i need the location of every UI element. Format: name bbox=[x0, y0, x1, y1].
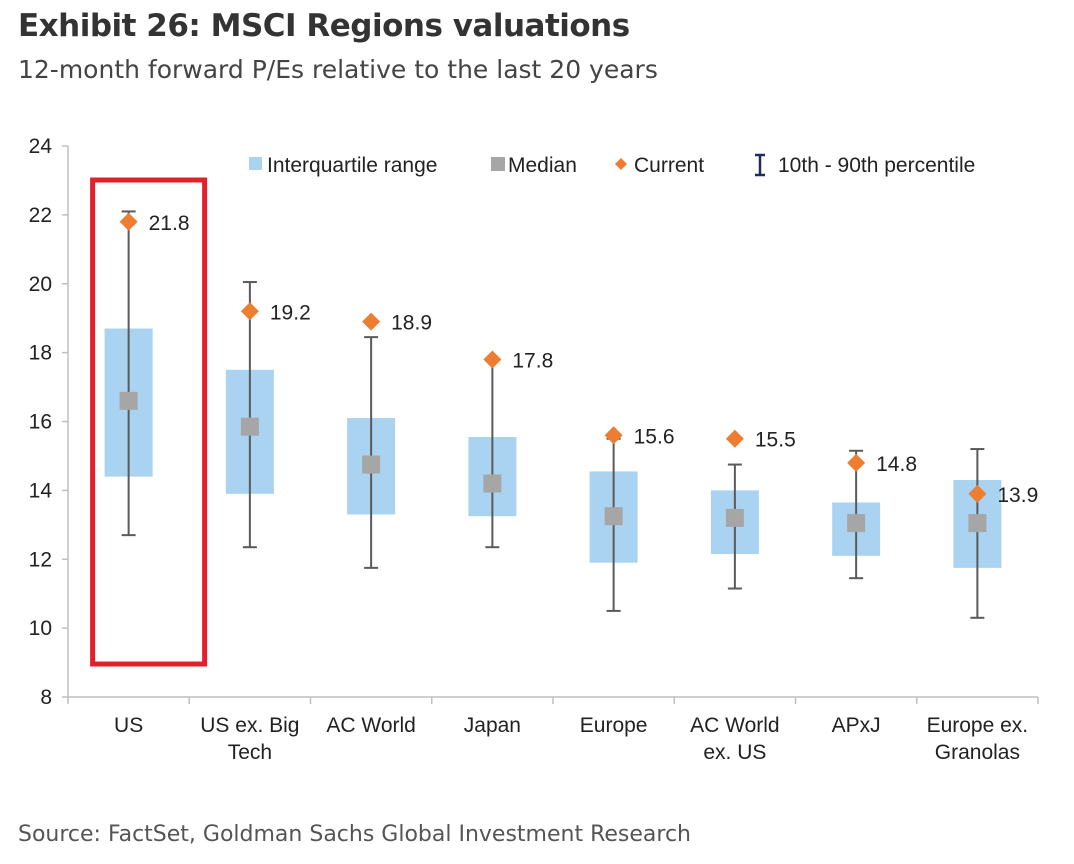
median-marker bbox=[119, 391, 138, 410]
y-tick-label: 24 bbox=[29, 135, 53, 158]
median-marker bbox=[847, 514, 866, 533]
y-tick-label: 20 bbox=[29, 273, 52, 296]
labels-layer: 21.8 US 19.2 US ex. Big Tech 18.9 AC World 17.8… bbox=[114, 212, 1038, 764]
current-value-label: 14.8 bbox=[876, 453, 917, 476]
legend-whisker-label: 10th - 90th percentile bbox=[778, 154, 975, 177]
current-value-label: 15.6 bbox=[634, 425, 675, 448]
highlight-layer bbox=[90, 177, 208, 667]
legend-iqr-label: Interquartile range bbox=[267, 154, 437, 177]
legend: Interquartile range Median Current 10th - 9… bbox=[249, 153, 975, 177]
current-marker bbox=[362, 312, 381, 331]
y-tick-label: 10 bbox=[29, 617, 52, 640]
median-marker bbox=[240, 417, 259, 436]
current-value-label: 21.8 bbox=[149, 212, 190, 235]
current-value-label: 18.9 bbox=[391, 312, 432, 335]
median-marker bbox=[362, 455, 381, 474]
current-marker bbox=[483, 350, 502, 369]
y-tick-label: 18 bbox=[29, 342, 52, 365]
y-tick-label: 8 bbox=[40, 686, 52, 709]
y-tick-label: 22 bbox=[29, 204, 52, 227]
x-category-label: APxJ bbox=[832, 714, 881, 737]
median-marker bbox=[725, 508, 744, 527]
legend-iqr-swatch bbox=[249, 157, 262, 170]
axes-layer: 8 10 12 14 16 18 20 22 24 bbox=[29, 135, 1039, 709]
y-tick-label: 16 bbox=[29, 411, 52, 434]
x-category-label: Japan bbox=[464, 714, 521, 737]
x-category-label: US bbox=[114, 714, 143, 737]
current-value-label: 13.9 bbox=[997, 484, 1038, 507]
x-category-label: US ex. Big bbox=[200, 714, 299, 737]
x-category-label: AC World bbox=[326, 714, 415, 737]
box-plot-chart: 8 10 12 14 16 18 20 22 24 21.8 US 19.2 US ex. Big Te… bbox=[29, 135, 1039, 764]
current-value-label: 15.5 bbox=[755, 429, 796, 452]
x-category-label: ex. US bbox=[703, 741, 766, 764]
x-category-label: Granolas bbox=[935, 741, 1020, 764]
y-tick-label: 14 bbox=[29, 479, 53, 502]
boxes-layer bbox=[104, 210, 1002, 619]
current-marker bbox=[968, 484, 987, 503]
x-category-label: AC World bbox=[690, 714, 779, 737]
y-tick-label: 12 bbox=[29, 548, 52, 571]
x-category-label: Europe bbox=[580, 714, 648, 737]
x-category-label: Europe ex. bbox=[927, 714, 1029, 737]
legend-median-swatch bbox=[491, 157, 505, 171]
current-marker bbox=[119, 212, 138, 231]
current-marker bbox=[847, 453, 866, 472]
median-marker bbox=[483, 474, 502, 493]
current-value-label: 19.2 bbox=[270, 301, 311, 324]
x-category-label: Tech bbox=[228, 741, 272, 764]
chart-source: Source: FactSet, Goldman Sachs Global In… bbox=[18, 822, 691, 847]
current-marker bbox=[725, 429, 744, 448]
highlight-box bbox=[90, 177, 208, 667]
legend-median-label: Median bbox=[508, 154, 577, 177]
median-marker bbox=[604, 507, 623, 526]
chart-title: Exhibit 26: MSCI Regions valuations bbox=[18, 8, 630, 44]
chart-subtitle: 12-month forward P/Es relative to the la… bbox=[18, 55, 658, 84]
current-value-label: 17.8 bbox=[512, 350, 553, 373]
current-marker bbox=[240, 302, 259, 321]
legend-current-swatch bbox=[615, 158, 627, 170]
current-marker bbox=[604, 426, 623, 445]
legend-current-label: Current bbox=[634, 154, 704, 177]
median-marker bbox=[968, 514, 987, 533]
